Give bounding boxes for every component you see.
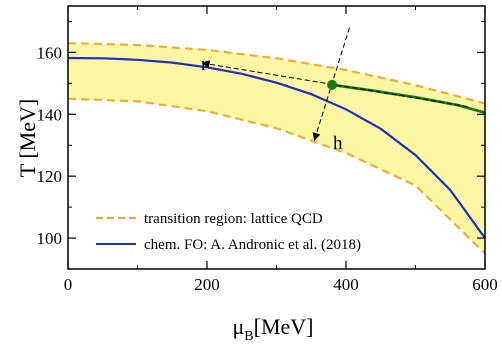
crossover-line (331, 83, 485, 115)
h-axis-label: h (333, 133, 343, 154)
y-axis-title: T [MeV] (15, 99, 40, 177)
x-axis-title: μB[MeV] (232, 314, 313, 344)
r-axis-arrow (201, 60, 468, 108)
x-tick-label: 400 (333, 275, 359, 294)
y-tick-label: 140 (37, 105, 63, 124)
chem-fo-line (68, 56, 485, 239)
y-tick-label: 120 (37, 167, 63, 186)
x-tick-label: 0 (64, 275, 73, 294)
y-tick-label: 100 (37, 229, 63, 248)
critical-point-marker (327, 79, 338, 90)
x-tick-label: 600 (472, 275, 498, 294)
y-tick-label: 160 (37, 43, 63, 62)
x-tick-label: 200 (194, 275, 220, 294)
band-upper-line (68, 42, 485, 105)
transition-band (68, 43, 485, 254)
band-lower-line (68, 97, 485, 255)
legend-label-chemfo: chem. FO: A. Andronic et al. (2018) (144, 237, 361, 253)
legend: transition region: lattice QCD chem. FO:… (96, 211, 361, 253)
legend-label-lattice: transition region: lattice QCD (144, 211, 323, 227)
r-axis-label: r (201, 54, 208, 75)
